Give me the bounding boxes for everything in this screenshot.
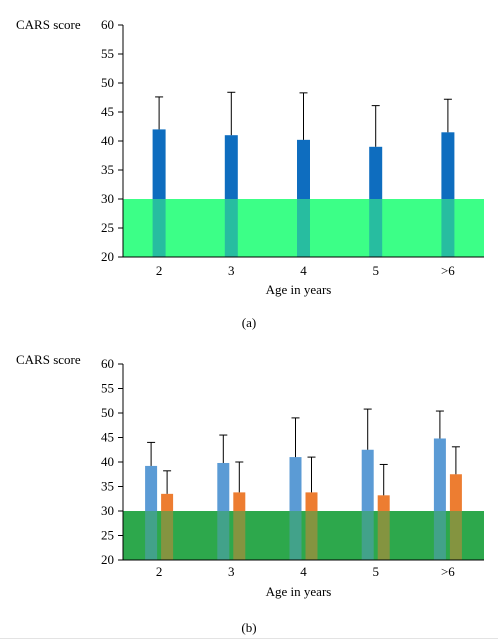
x-tick-label: >6 [441, 564, 455, 579]
x-tick-label: 3 [228, 263, 235, 278]
y-tick-label: 45 [101, 104, 114, 119]
y-tick-label: 45 [101, 430, 114, 445]
x-tick-label: 2 [156, 564, 163, 579]
y-tick-label: 60 [101, 356, 114, 371]
y-tick-label: 40 [101, 133, 114, 148]
reference-band-overlay [123, 199, 484, 257]
x-axis-title: Age in years [266, 282, 332, 297]
y-tick-label: 55 [101, 46, 114, 61]
y-tick-label: 35 [101, 162, 114, 177]
y-tick-label: 25 [101, 220, 114, 235]
y-tick-label: 30 [101, 191, 114, 206]
y-tick-label: 35 [101, 479, 114, 494]
y-tick-label: 25 [101, 528, 114, 543]
y-tick-label: 55 [101, 381, 114, 396]
y-tick-label: 30 [101, 503, 114, 518]
panel-caption: (a) [242, 315, 256, 330]
x-axis-title: Age in years [266, 584, 332, 599]
x-tick-label: 4 [300, 564, 307, 579]
y-tick-label: 20 [101, 249, 114, 264]
y-tick-label: 40 [101, 454, 114, 469]
x-tick-label: 5 [372, 564, 379, 579]
y-axis-title: CARS score [16, 352, 81, 367]
x-tick-label: 3 [228, 564, 235, 579]
x-tick-label: 5 [372, 263, 379, 278]
reference-band-overlay [123, 511, 484, 560]
y-tick-label: 20 [101, 552, 114, 567]
x-tick-label: >6 [441, 263, 455, 278]
y-tick-label: 50 [101, 75, 114, 90]
y-tick-label: 60 [101, 17, 114, 32]
x-tick-label: 2 [156, 263, 163, 278]
x-tick-label: 4 [300, 263, 307, 278]
panel-caption: (b) [241, 620, 256, 635]
y-axis-title: CARS score [16, 17, 81, 32]
y-tick-label: 50 [101, 405, 114, 420]
